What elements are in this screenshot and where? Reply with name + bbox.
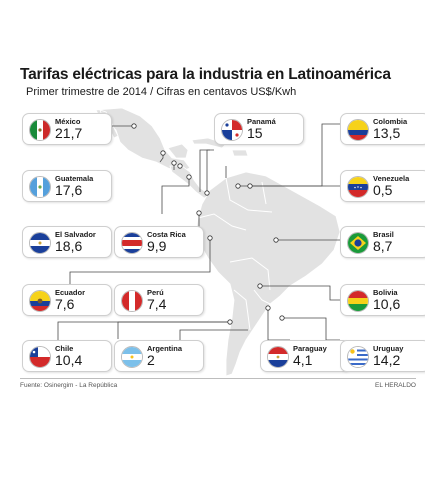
chart-title: Tarifas eléctricas para la industria en … — [20, 66, 391, 83]
country-name: Costa Rica — [147, 230, 186, 239]
source-note: Fuente: Osinergim - La República — [20, 382, 118, 389]
country-name: Venezuela — [373, 174, 410, 183]
country-name: Brasil — [373, 230, 394, 239]
yucatan-shape — [167, 143, 189, 159]
chart-subtitle: Primer trimestre de 2014 / Cifras en cen… — [26, 86, 297, 98]
country-value: 7,6 — [55, 296, 75, 312]
brand-credit: EL HERALDO — [375, 382, 416, 389]
country-card-mexico: México 21,7 — [22, 113, 112, 145]
country-value: 13,5 — [373, 125, 401, 141]
mexico-flag-icon — [29, 119, 51, 141]
ecuador-flag-icon — [29, 290, 51, 312]
country-card-guatemala: Guatemala 17,6 — [22, 170, 112, 202]
country-name: Panamá — [247, 117, 276, 126]
el-salvador-flag-icon — [29, 232, 51, 254]
country-name: Colombia — [373, 117, 408, 126]
peru-flag-icon — [121, 290, 143, 312]
country-value: 17,6 — [55, 182, 83, 198]
country-name: Argentina — [147, 344, 183, 353]
panama-flag-icon — [221, 119, 243, 141]
country-value: 21,7 — [55, 125, 83, 141]
country-value: 10,6 — [373, 296, 401, 312]
country-name: Guatemala — [55, 174, 94, 183]
country-value: 7,4 — [147, 296, 167, 312]
country-value: 18,6 — [55, 238, 83, 254]
country-card-colombia: Colombia 13,5 — [340, 113, 425, 145]
country-card-ecuador: Ecuador 7,6 — [22, 284, 112, 316]
country-card-panama: Panamá 15 — [214, 113, 304, 145]
country-value: 4,1 — [293, 352, 313, 368]
colombia-flag-icon — [347, 119, 369, 141]
country-name: El Salvador — [55, 230, 96, 239]
guatemala-flag-icon — [29, 176, 51, 198]
country-value: 0,5 — [373, 182, 393, 198]
country-card-brasil: Brasil 8,7 — [340, 226, 425, 258]
cuba-shape — [191, 137, 227, 149]
country-value: 2 — [147, 352, 155, 368]
country-value: 8,7 — [373, 238, 393, 254]
costa-rica-flag-icon — [121, 232, 143, 254]
argentina-flag-icon — [121, 346, 143, 368]
country-card-argentina: Argentina 2 — [114, 340, 204, 372]
country-card-venezuela: Venezuela 0,5 — [340, 170, 425, 202]
uruguay-flag-icon — [347, 346, 369, 368]
footer-divider — [20, 378, 416, 379]
country-value: 10,4 — [55, 352, 83, 368]
country-name: Ecuador — [55, 288, 86, 297]
country-name: Uruguay — [373, 344, 404, 353]
country-name: Paraguay — [293, 344, 327, 353]
country-card-costa-rica: Costa Rica 9,9 — [114, 226, 204, 258]
paraguay-flag-icon — [267, 346, 289, 368]
central-america-shape — [169, 165, 211, 199]
country-card-bolivia: Bolivia 10,6 — [340, 284, 425, 316]
country-card-uruguay: Uruguay 14,2 — [340, 340, 425, 372]
country-card-el-salvador: El Salvador 18,6 — [22, 226, 112, 258]
country-value: 9,9 — [147, 238, 167, 254]
venezuela-flag-icon — [347, 176, 369, 198]
country-card-chile: Chile 10,4 — [22, 340, 112, 372]
location-dots — [131, 123, 285, 325]
chile-flag-icon — [29, 346, 51, 368]
country-card-peru: Perú 7,4 — [114, 284, 204, 316]
bolivia-flag-icon — [347, 290, 369, 312]
country-value: 14,2 — [373, 352, 401, 368]
country-name: Bolivia — [373, 288, 398, 297]
country-name: Chile — [55, 344, 74, 353]
country-name: Perú — [147, 288, 164, 297]
brasil-flag-icon — [347, 232, 369, 254]
country-name: México — [55, 117, 81, 126]
hispaniola-shape — [231, 149, 249, 157]
country-card-paraguay: Paraguay 4,1 — [260, 340, 350, 372]
country-value: 15 — [247, 125, 263, 141]
